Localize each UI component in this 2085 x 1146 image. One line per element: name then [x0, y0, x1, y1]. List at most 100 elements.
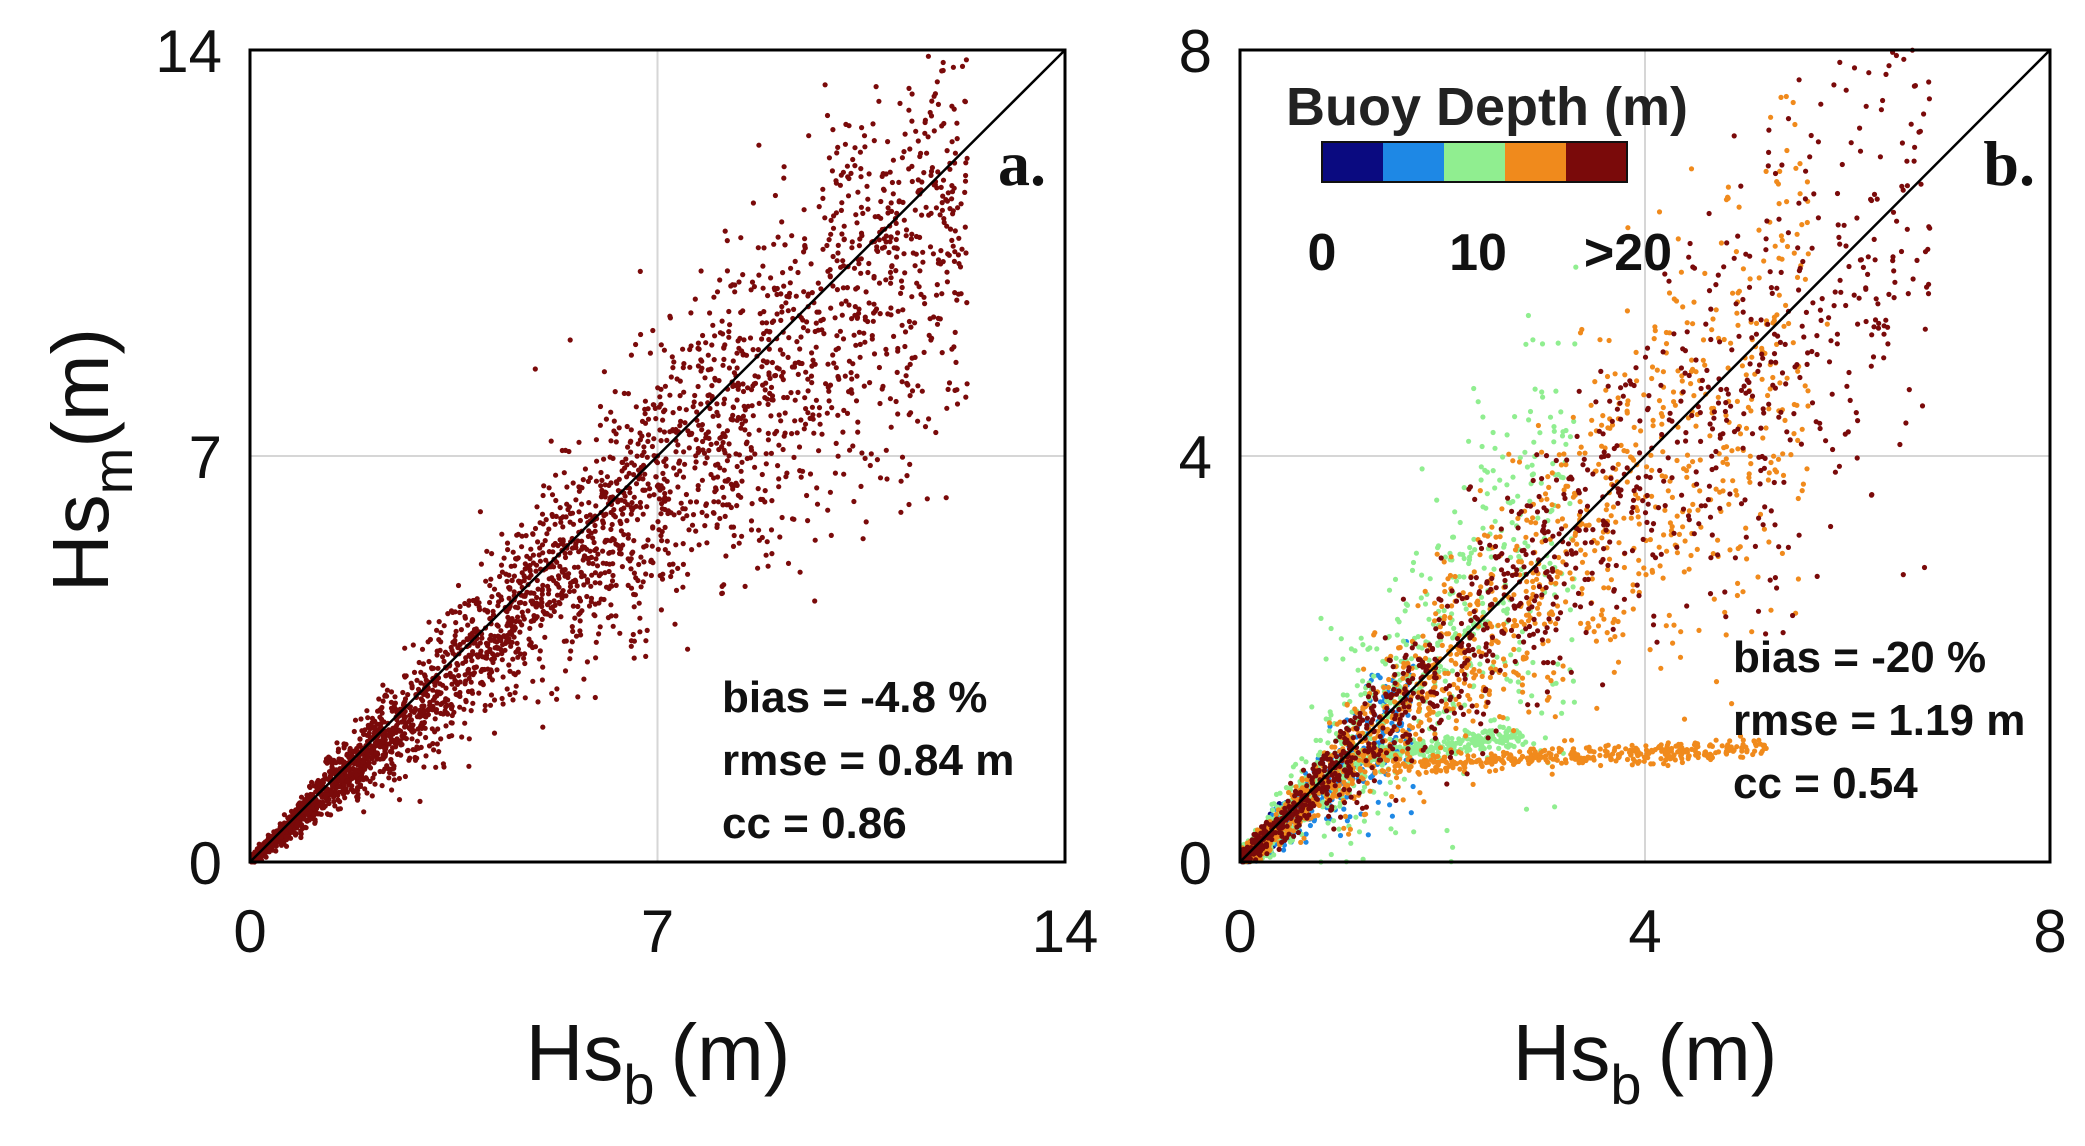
data-point — [402, 698, 408, 705]
data-point — [463, 697, 469, 703]
data-point — [703, 340, 709, 346]
data-point — [479, 635, 485, 641]
data-point — [921, 170, 927, 176]
data-point — [661, 347, 668, 353]
data-point — [1277, 790, 1283, 796]
data-point — [955, 205, 961, 211]
data-point — [438, 630, 444, 636]
data-point — [744, 455, 750, 462]
data-point — [577, 610, 583, 616]
data-point — [544, 610, 550, 617]
data-point — [907, 361, 913, 367]
data-point — [319, 778, 325, 784]
data-point — [311, 811, 317, 817]
data-point — [776, 476, 782, 482]
data-point — [692, 296, 698, 302]
data-point — [785, 308, 791, 314]
data-point — [676, 510, 682, 516]
data-point — [430, 697, 436, 703]
data-point — [744, 439, 750, 445]
data-point — [449, 720, 455, 726]
data-point — [380, 768, 386, 775]
data-point — [513, 556, 519, 562]
data-point — [716, 446, 722, 453]
data-point — [377, 714, 383, 720]
data-point — [462, 720, 468, 726]
data-point — [1778, 233, 1784, 239]
data-point — [908, 236, 915, 242]
data-point — [298, 831, 304, 837]
data-point — [1444, 827, 1450, 834]
data-point — [625, 582, 631, 589]
y-axis-label: Hsm(m) — [36, 328, 144, 592]
data-point — [456, 673, 462, 679]
data-point — [871, 351, 878, 357]
data-point — [884, 351, 890, 357]
data-point — [641, 544, 647, 550]
data-point — [557, 505, 563, 511]
data-point — [645, 438, 651, 444]
data-point — [537, 648, 543, 654]
data-point — [530, 598, 536, 604]
data-point — [717, 465, 723, 471]
data-point — [537, 520, 543, 526]
data-point — [323, 792, 329, 798]
data-point — [402, 645, 408, 651]
data-point — [921, 349, 927, 355]
data-point — [457, 641, 463, 648]
data-point — [1489, 524, 1495, 530]
data-point — [1419, 466, 1425, 472]
data-point — [908, 324, 914, 330]
data-point — [336, 783, 342, 790]
x-axis-label-unit: (m) — [671, 1008, 791, 1097]
data-point — [898, 290, 904, 296]
data-point — [870, 318, 876, 324]
data-point — [1517, 455, 1523, 461]
data-point — [1516, 735, 1522, 741]
data-point — [480, 682, 486, 688]
data-point — [415, 726, 421, 732]
data-point — [1377, 779, 1383, 785]
data-point — [690, 404, 696, 410]
data-point — [432, 716, 438, 722]
data-point — [625, 391, 632, 397]
data-point — [843, 298, 849, 304]
data-point — [660, 417, 666, 423]
data-point — [471, 670, 477, 676]
data-point — [939, 123, 945, 129]
data-point — [711, 499, 717, 505]
data-point — [658, 533, 664, 539]
data-point — [668, 374, 674, 380]
data-point — [1555, 661, 1561, 667]
data-point — [515, 614, 521, 620]
data-point — [856, 329, 863, 335]
data-point — [940, 177, 947, 183]
data-point — [1356, 829, 1363, 835]
data-point — [747, 335, 754, 341]
data-point — [792, 418, 798, 424]
data-point — [485, 609, 491, 615]
data-point — [645, 406, 651, 412]
data-point — [964, 381, 970, 387]
data-point — [1515, 493, 1521, 499]
data-point — [593, 639, 599, 645]
data-point — [640, 487, 646, 493]
data-point — [922, 119, 928, 126]
data-point — [656, 527, 662, 533]
data-point — [726, 365, 733, 371]
data-point — [1491, 659, 1497, 665]
data-point — [814, 501, 821, 507]
data-point — [786, 294, 792, 300]
data-point — [860, 536, 866, 542]
data-point — [434, 700, 440, 706]
data-point — [510, 697, 516, 703]
data-point — [934, 79, 940, 85]
data-point — [738, 235, 744, 241]
data-point — [546, 485, 552, 491]
data-point — [817, 421, 823, 427]
data-point — [388, 756, 394, 763]
data-point — [781, 394, 787, 401]
data-point — [1539, 341, 1546, 347]
data-point — [895, 230, 901, 236]
data-point — [858, 166, 864, 172]
